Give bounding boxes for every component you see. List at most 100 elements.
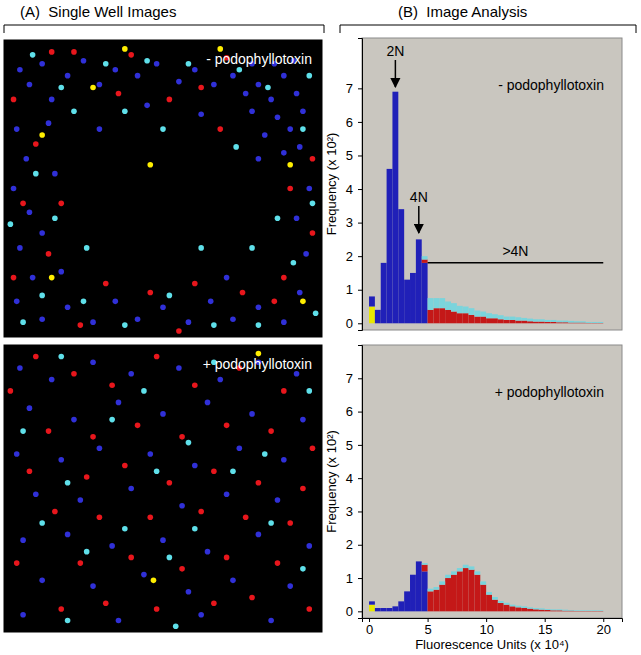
bar <box>398 601 404 602</box>
cell-point <box>294 91 300 97</box>
cell-point <box>135 423 141 429</box>
cell-point <box>262 132 268 138</box>
bar <box>392 606 398 611</box>
cell-point <box>147 290 153 296</box>
tick-mark <box>358 122 362 123</box>
bar <box>422 563 428 565</box>
cell-point <box>205 549 211 555</box>
cell-point <box>176 365 182 371</box>
cell-point <box>128 371 134 377</box>
cell-point <box>300 486 306 492</box>
bar <box>463 568 469 611</box>
bar <box>392 92 398 324</box>
cell-point <box>78 560 84 566</box>
bar <box>398 601 404 602</box>
cell-point <box>97 82 103 88</box>
tick-label: 20 <box>597 622 611 637</box>
tick-label: 7 <box>346 81 353 96</box>
points <box>8 46 319 334</box>
bar <box>410 272 416 273</box>
bar <box>574 321 580 322</box>
cell-point <box>122 526 128 532</box>
bars <box>369 92 603 324</box>
bar <box>381 608 387 609</box>
bar <box>375 309 381 310</box>
tick: 5 <box>424 618 431 637</box>
bar <box>592 323 598 324</box>
cell-point <box>160 126 166 132</box>
cell-point <box>78 497 84 503</box>
cell-point <box>81 58 87 64</box>
bar <box>369 296 375 297</box>
cell-point <box>17 245 23 251</box>
bar <box>574 323 580 324</box>
bar <box>369 601 375 602</box>
arrow <box>418 206 420 233</box>
cell-point <box>84 474 90 480</box>
tick: 6 <box>346 115 362 130</box>
tick-mark <box>358 223 362 224</box>
tick-mark <box>358 578 362 579</box>
cell-point <box>8 388 14 394</box>
bar <box>562 323 568 324</box>
bar <box>556 322 562 323</box>
bar <box>392 606 398 607</box>
bar <box>521 321 527 324</box>
cell-point <box>122 46 128 52</box>
cell-point <box>230 578 236 584</box>
cell-point <box>300 299 306 305</box>
image-label: - podophyllotoxin <box>206 51 312 67</box>
bar <box>428 589 434 592</box>
bar <box>545 322 551 323</box>
cell-point <box>154 468 160 474</box>
cell-point <box>176 328 182 334</box>
cell-point <box>144 58 150 64</box>
cell-point <box>109 382 115 388</box>
bar <box>416 561 422 611</box>
bar <box>498 603 504 611</box>
bar <box>457 568 463 571</box>
bar <box>451 571 457 574</box>
bar <box>510 320 516 323</box>
cell-point <box>39 578 45 584</box>
tick: 3 <box>346 215 362 230</box>
cell-point <box>230 73 236 79</box>
cell-point <box>33 354 39 360</box>
bar <box>551 609 557 611</box>
cell-point <box>65 532 71 538</box>
bar <box>469 308 475 315</box>
bar <box>597 611 603 612</box>
cell-point <box>249 595 255 601</box>
cell-point <box>192 67 198 73</box>
bar <box>562 323 568 324</box>
bar <box>574 322 580 324</box>
bar <box>428 298 434 310</box>
cell-point <box>275 497 281 503</box>
bar <box>480 312 486 317</box>
cell-point <box>303 251 309 257</box>
cell-point <box>313 310 319 316</box>
bar <box>381 262 387 263</box>
bar <box>369 605 375 612</box>
cell-point <box>268 520 274 526</box>
bar <box>539 608 545 609</box>
bar <box>469 566 475 569</box>
panel-title: (A) Single Well Images <box>20 3 176 20</box>
cell-point <box>58 85 64 91</box>
bar <box>510 317 516 320</box>
bar <box>416 239 422 240</box>
bar <box>551 610 557 612</box>
cell-point <box>287 520 293 526</box>
bar <box>369 601 375 602</box>
tick-label: 3 <box>346 504 353 519</box>
bar <box>422 256 428 259</box>
tick-label: 6 <box>346 404 353 419</box>
cell-point <box>208 299 214 305</box>
bar <box>486 313 492 318</box>
cell-point <box>122 463 128 469</box>
cell-point <box>39 520 45 526</box>
cell-point <box>8 221 14 227</box>
bar <box>451 575 457 612</box>
bar <box>556 323 562 324</box>
bar <box>597 323 603 324</box>
